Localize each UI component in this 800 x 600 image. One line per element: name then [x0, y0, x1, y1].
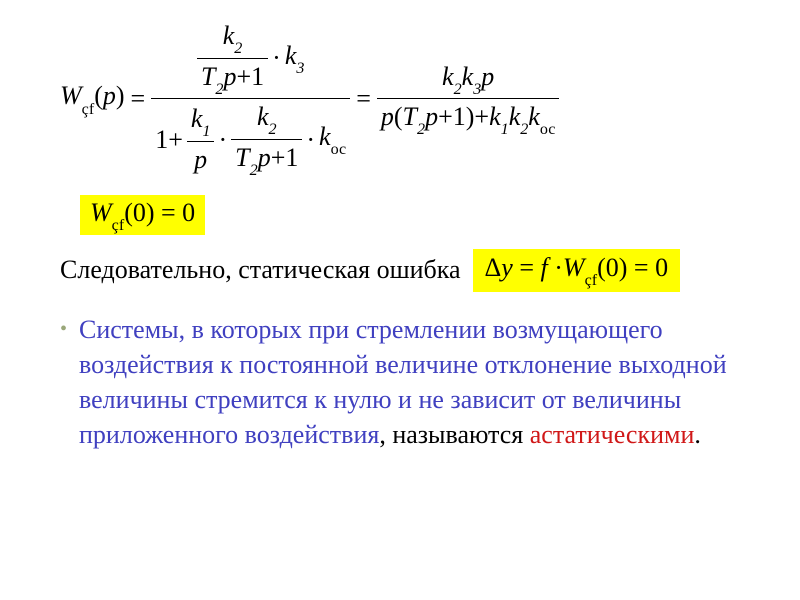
definition-text: Системы, в которых при стремлении возмущ… [79, 312, 770, 452]
eq-sign2: = [356, 84, 371, 114]
definition-comma: , называются [379, 420, 529, 449]
highlight-wcf-zero: Wçf(0) = 0 [80, 195, 205, 235]
definition-red: астатическими [530, 420, 695, 449]
main-equation: Wçf(p) = k2 T2p+1 · k3 1+ [60, 20, 770, 177]
bullet-icon: • [60, 318, 67, 452]
eq-right-fraction: k2k3p p(T2p+1)+k1k2kос [377, 61, 560, 137]
consequence-line: Следовательно, статическая ошибка Δy = f… [60, 249, 770, 291]
definition-bullet: • Системы, в которых при стремлении возм… [60, 312, 770, 452]
eq-lhs: Wçf(p) [60, 81, 125, 115]
eq-middle-fraction: k2 T2p+1 · k3 1+ k1 p · [151, 20, 350, 177]
highlight-delta-y: Δy = f ·Wçf(0) = 0 [473, 249, 681, 291]
consequence-text: Следовательно, статическая ошибка [60, 255, 461, 285]
eq-sign: = [131, 84, 146, 114]
definition-dot: . [694, 420, 701, 449]
